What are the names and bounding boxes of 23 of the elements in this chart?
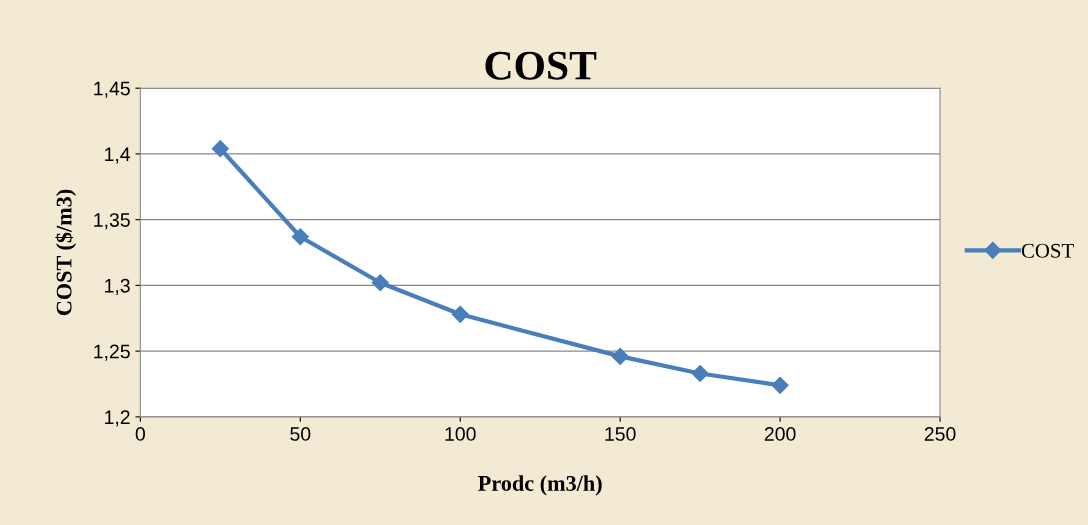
x-tick-label: 50: [290, 427, 311, 441]
x-axis-title: Prodc (m3/h): [478, 475, 602, 496]
y-tick-label: 1,35: [94, 213, 130, 230]
legend-label: COST: [1021, 243, 1074, 258]
x-tick-label: 250: [924, 427, 956, 441]
point: [291, 228, 309, 246]
y-tick-label: 1,3: [105, 278, 130, 295]
y-axis-title: COST ($/m3): [55, 189, 77, 316]
point: [611, 347, 629, 365]
point: [371, 274, 389, 292]
y-tick-label: 1,4: [105, 147, 131, 164]
x-tick-label: 150: [605, 427, 636, 441]
point: [211, 140, 229, 158]
y-tick-label: 1,2: [105, 410, 130, 427]
x-tick-label: 100: [445, 427, 476, 441]
y-tick-label: 1,25: [94, 344, 130, 361]
x-tick-label: 200: [764, 427, 796, 441]
y-tick-label: 1,45: [94, 81, 130, 98]
chart-title: COST: [485, 51, 597, 80]
point: [691, 364, 709, 383]
point: [771, 376, 789, 394]
point: [451, 305, 469, 323]
x-tick-label: 0: [135, 427, 145, 441]
